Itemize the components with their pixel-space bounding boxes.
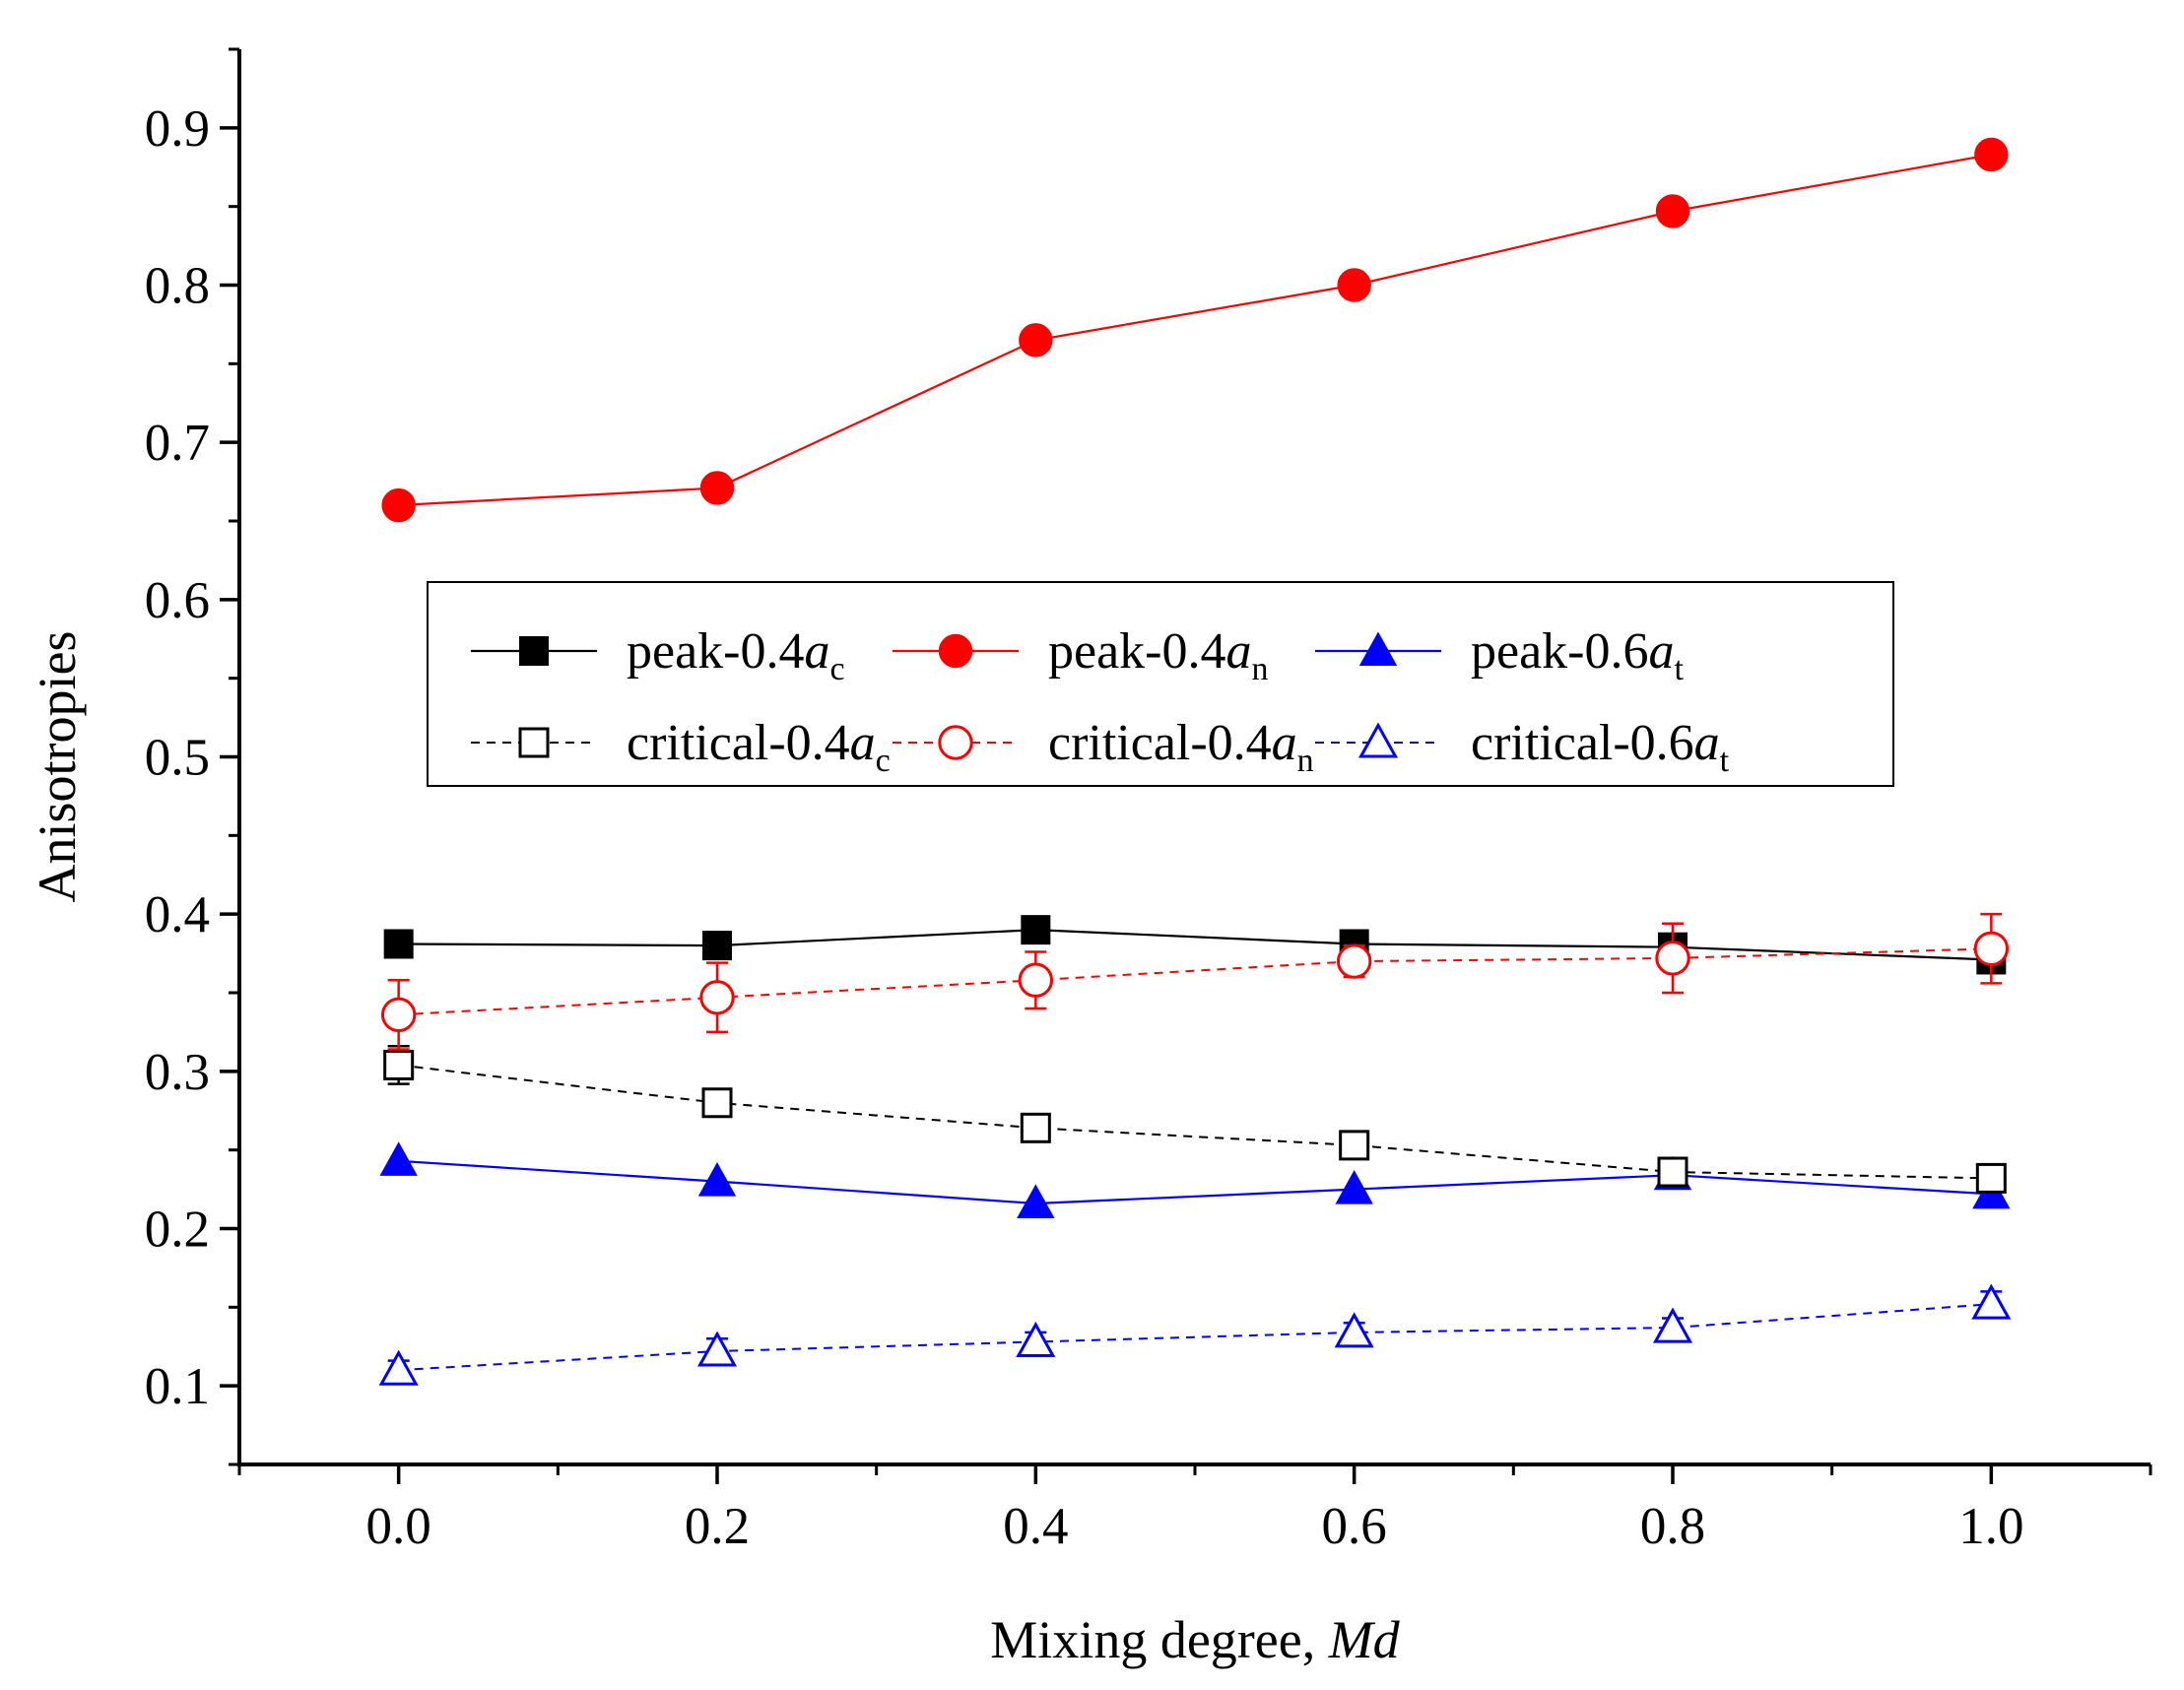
data-point — [379, 1141, 418, 1176]
legend-label: peak-0.6at — [1471, 623, 1684, 687]
legend-box — [427, 581, 1894, 787]
legend-item-critical-0.6at: critical-0.6at — [1315, 715, 1730, 779]
y-tick-label: 0.8 — [145, 258, 210, 315]
legend: peak-0.4ac peak-0.4an peak-0.6at critical-0… — [427, 581, 1894, 787]
data-point — [699, 980, 735, 1015]
legend-swatch-marker — [1357, 722, 1399, 758]
y-tick-label: 0.5 — [145, 730, 210, 787]
series-peak-0.4ac — [383, 915, 2007, 975]
data-point — [1652, 1307, 1693, 1343]
data-point — [1019, 323, 1053, 358]
data-point — [383, 1049, 415, 1080]
x-tick-label: 0.0 — [366, 1498, 431, 1555]
data-point — [1020, 1112, 1051, 1143]
data-point — [1973, 931, 2010, 966]
data-point — [1975, 1162, 2007, 1194]
data-point — [1021, 915, 1051, 945]
legend-item-critical-0.4an: critical-0.4an — [893, 715, 1314, 779]
legend-swatch-marker — [519, 636, 549, 666]
x-tick-label: 0.8 — [1640, 1498, 1705, 1555]
data-point — [702, 931, 732, 961]
axes: 0.1 0.2 0.3 0.4 0.5 0.6 0.7 0.8 0.9 0.0 0.2 0.4 0.6 0… — [28, 47, 2152, 1669]
legend-item-peak-0.6at: peak-0.6at — [1315, 623, 1684, 687]
data-point — [1334, 1312, 1374, 1348]
legend-label: critical-0.4ac — [627, 715, 891, 779]
data-point — [1657, 1156, 1688, 1188]
y-tick-label: 0.7 — [145, 415, 210, 472]
x-axis-title: Mixing degree, Md — [990, 1610, 1400, 1669]
x-axis-title-text: Mixing degree, — [990, 1610, 1328, 1669]
data-point — [1336, 943, 1372, 979]
y-tick-label: 0.4 — [145, 886, 210, 943]
data-point — [1655, 941, 1690, 976]
x-axis-title-variable: Md — [1328, 1610, 1401, 1669]
legend-label: peak-0.4ac — [627, 623, 845, 687]
data-point — [1335, 1170, 1373, 1204]
y-tick-label: 0.6 — [145, 572, 210, 629]
x-tick-label: 0.4 — [1003, 1498, 1068, 1555]
y-tick-label: 0.3 — [145, 1044, 210, 1101]
legend-item-peak-0.4ac: peak-0.4ac — [471, 623, 845, 687]
data-point — [1971, 1283, 2012, 1320]
data-point — [1017, 1184, 1055, 1218]
series-line-critical-0.6at — [398, 1303, 1992, 1372]
y-tick-label: 0.9 — [145, 100, 210, 158]
plot-area — [378, 137, 2012, 1386]
series-peak-0.4an — [381, 137, 2009, 523]
legend-label: peak-0.4an — [1048, 623, 1268, 687]
data-point — [1339, 1130, 1370, 1161]
x-tick-label: 1.0 — [1958, 1498, 2023, 1555]
data-point — [701, 1087, 733, 1119]
series-line-critical-0.4ac — [398, 1064, 1992, 1180]
series-line-peak-0.4ac — [398, 928, 1992, 961]
legend-swatch-marker — [938, 725, 973, 760]
data-point — [380, 997, 417, 1033]
series-critical-0.6at — [378, 1283, 2012, 1386]
series-line-critical-0.4an — [398, 947, 1992, 1016]
y-tick-label: 0.2 — [145, 1202, 210, 1259]
data-point — [383, 929, 414, 959]
legend-swatch-marker — [1358, 631, 1398, 666]
data-point — [1337, 268, 1371, 302]
x-tick-label: 0.2 — [685, 1498, 750, 1555]
legend-item-peak-0.4an: peak-0.4an — [893, 623, 1268, 687]
data-point — [699, 471, 735, 505]
legend-label: critical-0.4an — [1048, 715, 1314, 779]
series-line-peak-0.6at — [398, 1159, 1992, 1205]
legend-swatch-marker — [938, 633, 973, 669]
data-point — [381, 488, 416, 523]
data-point — [1655, 194, 1690, 228]
legend-swatch-marker — [518, 727, 550, 758]
data-point — [696, 1331, 738, 1367]
data-point — [378, 1349, 419, 1386]
data-point — [1974, 137, 2009, 172]
series-critical-0.4an — [380, 912, 2010, 1051]
legend-item-critical-0.4ac: critical-0.4ac — [471, 715, 891, 779]
x-tick-label: 0.6 — [1322, 1498, 1387, 1555]
legend-label: critical-0.6at — [1471, 715, 1730, 779]
series-critical-0.4ac — [383, 1045, 2007, 1194]
series-line-peak-0.4an — [398, 153, 1992, 507]
data-point — [1016, 1321, 1056, 1357]
data-point — [1018, 962, 1054, 998]
data-point — [697, 1162, 737, 1197]
series-peak-0.6at — [379, 1141, 2011, 1218]
y-tick-label: 0.1 — [145, 1358, 210, 1415]
y-axis-title: Anisotropies — [28, 631, 87, 903]
